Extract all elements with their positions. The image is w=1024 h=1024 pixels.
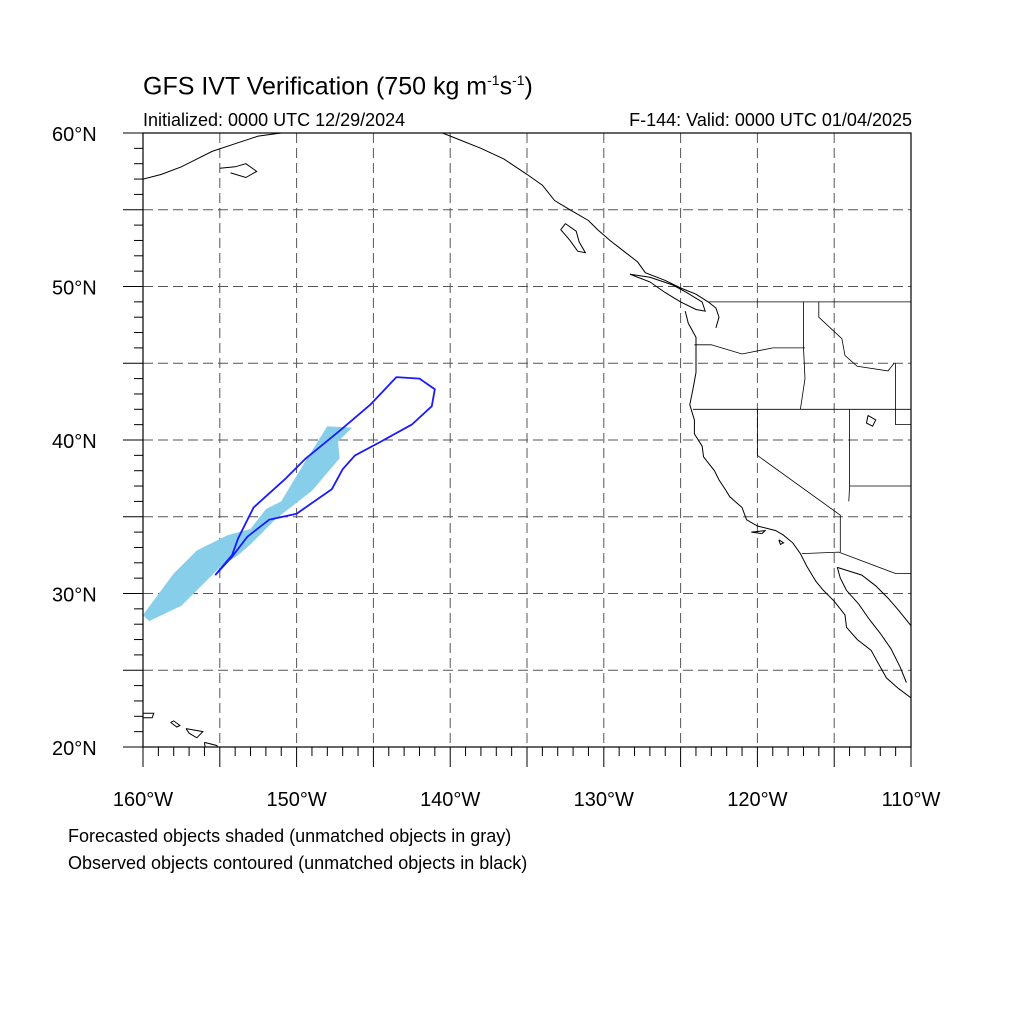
state-boundary	[800, 301, 806, 410]
observed-note: Observed objects contoured (unmatched ob…	[68, 853, 528, 873]
state-boundary	[801, 551, 911, 574]
state-boundary	[757, 409, 841, 553]
observed-object-contour	[214, 376, 436, 576]
lon-label: 130°W	[574, 789, 634, 811]
lat-label: 50°N	[52, 278, 97, 300]
coastline	[442, 133, 720, 329]
axis-ticks	[123, 132, 912, 767]
valid-time-label: F-144: Valid: 0000 UTC 01/04/2025	[629, 110, 912, 130]
forecast-objects	[143, 426, 352, 622]
lon-label: 120°W	[727, 789, 787, 811]
coastline	[865, 414, 877, 427]
coastline	[751, 529, 767, 535]
state-boundary	[895, 363, 911, 425]
lat-label: 60°N	[52, 124, 97, 146]
lat-label: 40°N	[52, 431, 97, 453]
lat-label: 30°N	[52, 585, 97, 607]
coastline	[836, 567, 907, 683]
coastline	[778, 539, 785, 546]
state-boundary	[694, 344, 805, 355]
coastline	[560, 223, 587, 254]
state-boundary	[848, 409, 850, 502]
coastline	[185, 728, 204, 739]
graticule	[143, 133, 911, 747]
forecast-object	[143, 426, 352, 622]
chart-title: GFS IVT Verification (750 kg m-1s-1)	[143, 72, 533, 101]
lon-label: 150°W	[266, 789, 326, 811]
map-frame	[142, 132, 912, 748]
observed-objects	[214, 376, 436, 576]
coastline	[170, 720, 181, 728]
forecast-note: Forecasted objects shaded (unmatched obj…	[68, 826, 512, 846]
lat-label: 20°N	[52, 738, 97, 760]
coastline	[684, 310, 911, 699]
lon-label: 110°W	[882, 789, 941, 811]
coastline	[219, 163, 258, 179]
coastline	[837, 566, 911, 627]
lon-label: 140°W	[420, 789, 480, 811]
coastline	[143, 712, 155, 719]
init-time-label: Initialized: 0000 UTC 12/29/2024	[143, 110, 406, 130]
state-boundary	[818, 301, 895, 372]
coastline	[629, 273, 706, 312]
coastline	[203, 741, 219, 747]
axis-labels: 60°N 50°N 40°N 30°N 20°N 160°W 150°W 140°W 130°W…	[52, 124, 941, 811]
coastline	[143, 133, 282, 180]
lon-label: 160°W	[113, 789, 173, 811]
coastlines	[143, 133, 911, 747]
